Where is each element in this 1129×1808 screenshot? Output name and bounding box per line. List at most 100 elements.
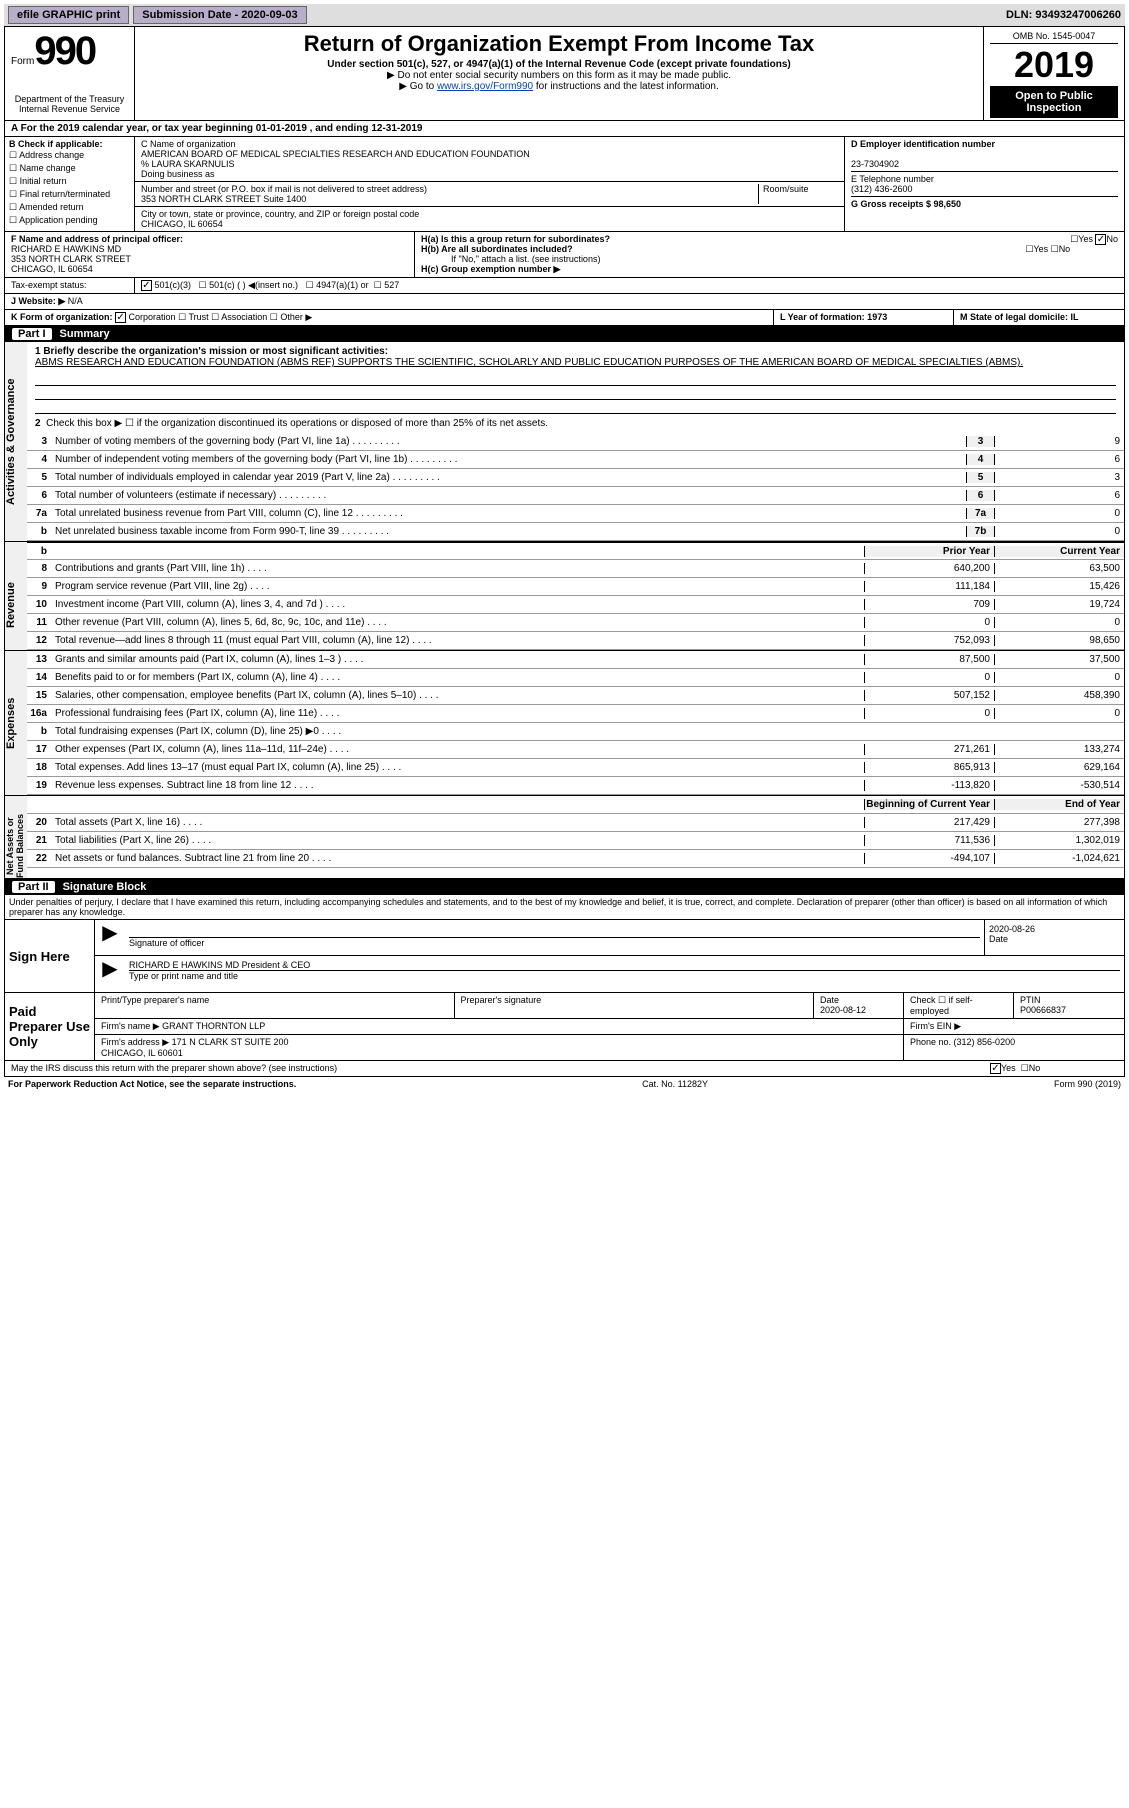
taxexempt-label: Tax-exempt status: <box>11 280 87 290</box>
mission-text: ABMS RESEARCH AND EDUCATION FOUNDATION (… <box>35 357 1023 368</box>
pt-sig-label: Preparer's signature <box>461 995 542 1005</box>
efile-print-button[interactable]: efile GRAPHIC print <box>8 6 129 24</box>
box-f-label: F Name and address of principal officer: <box>11 234 183 244</box>
ha-label: H(a) Is this a group return for subordin… <box>421 234 610 244</box>
room-label: Room/suite <box>763 184 809 194</box>
line-4: 4Number of independent voting members of… <box>27 451 1124 469</box>
line-22: 22Net assets or fund balances. Subtract … <box>27 850 1124 868</box>
pt-self-employed[interactable]: Check ☐ if self-employed <box>904 993 1014 1018</box>
line-21: 21Total liabilities (Part X, line 26) . … <box>27 832 1124 850</box>
line-18: 18Total expenses. Add lines 13–17 (must … <box>27 759 1124 777</box>
perjury-declaration: Under penalties of perjury, I declare th… <box>4 895 1125 920</box>
form-word: Form <box>11 56 34 67</box>
discuss-question: May the IRS discuss this return with the… <box>5 1061 984 1076</box>
discuss-yes[interactable] <box>990 1063 1001 1074</box>
chk-initial-return[interactable]: ☐ Initial return <box>9 175 130 188</box>
bcy-header: Beginning of Current Year <box>864 799 994 810</box>
form-id: Form 990 (2019) <box>1054 1079 1121 1089</box>
chk-pending[interactable]: ☐ Application pending <box>9 214 130 227</box>
line-10: 10Investment income (Part VIII, column (… <box>27 596 1124 614</box>
line-7a: 7aTotal unrelated business revenue from … <box>27 505 1124 523</box>
topbar: efile GRAPHIC print Submission Date - 20… <box>4 4 1125 26</box>
website-label: J Website: ▶ <box>11 296 65 306</box>
box-b-label: B Check if applicable: <box>9 139 103 149</box>
part1-header: Part ISummary <box>4 326 1125 342</box>
box-m: M State of legal domicile: IL <box>954 310 1124 325</box>
pt-name-label: Print/Type preparer's name <box>101 995 209 1005</box>
city-state-zip: CHICAGO, IL 60654 <box>141 219 223 229</box>
box-d-label: D Employer identification number <box>851 139 995 149</box>
line-12: 12Total revenue—add lines 8 through 11 (… <box>27 632 1124 650</box>
chk-corp[interactable] <box>115 312 126 323</box>
goto-post: for instructions and the latest informat… <box>533 81 719 92</box>
q1-label: 1 Briefly describe the organization's mi… <box>35 346 388 357</box>
sig-date: 2020-08-26 <box>989 924 1035 934</box>
submission-date-label: Submission Date - 2020-09-03 <box>133 6 306 24</box>
officer-printed-name: RICHARD E HAWKINS MD President & CEO <box>129 960 1120 971</box>
subtitle-1: Under section 501(c), 527, or 4947(a)(1)… <box>141 59 977 70</box>
form-number: 990 <box>34 29 95 74</box>
firm-ein-label: Firm's EIN ▶ <box>904 1019 1124 1034</box>
line-17: 17Other expenses (Part IX, column (A), l… <box>27 741 1124 759</box>
line-14: 14Benefits paid to or for members (Part … <box>27 669 1124 687</box>
instructions-link[interactable]: www.irs.gov/Form990 <box>437 81 533 92</box>
sig-officer-label: Signature of officer <box>129 938 204 948</box>
firm-phone: Phone no. (312) 856-0200 <box>904 1035 1124 1060</box>
part2-header: Part IISignature Block <box>4 879 1125 895</box>
open-inspection: Open to Public Inspection <box>990 86 1118 118</box>
sidebar-revenue: Revenue <box>5 560 27 650</box>
form-990-page: efile GRAPHIC print Submission Date - 20… <box>0 0 1129 1095</box>
dba-label: Doing business as <box>141 169 215 179</box>
line-13: 13Grants and similar amounts paid (Part … <box>27 651 1124 669</box>
date-label: Date <box>989 934 1008 944</box>
chk-final-return[interactable]: ☐ Final return/terminated <box>9 188 130 201</box>
sidebar-expenses: Expenses <box>5 651 27 795</box>
line-11: 11Other revenue (Part VIII, column (A), … <box>27 614 1124 632</box>
org-name: AMERICAN BOARD OF MEDICAL SPECIALTIES RE… <box>141 149 530 159</box>
type-name-label: Type or print name and title <box>129 971 238 981</box>
line-8: 8Contributions and grants (Part VIII, li… <box>27 560 1124 578</box>
chk-amended[interactable]: ☐ Amended return <box>9 201 130 214</box>
line-5: 5Total number of individuals employed in… <box>27 469 1124 487</box>
chk-501c3[interactable] <box>141 280 152 291</box>
subtitle-2: ▶ Do not enter social security numbers o… <box>141 70 977 81</box>
officer-addr2: CHICAGO, IL 60654 <box>11 264 93 274</box>
sidebar-netassets: Net Assets or Fund Balances <box>5 814 27 878</box>
line-20: 20Total assets (Part X, line 16) . . . .… <box>27 814 1124 832</box>
line-15: 15Salaries, other compensation, employee… <box>27 687 1124 705</box>
officer-name: RICHARD E HAWKINS MD <box>11 244 121 254</box>
hb-label: H(b) Are all subordinates included? <box>421 244 573 254</box>
chk-address-change[interactable]: ☐ Address change <box>9 149 130 162</box>
sign-here-label: Sign Here <box>5 920 95 992</box>
dln-label: DLN: 93493247006260 <box>1006 9 1121 21</box>
current-year-header: Current Year <box>994 546 1124 557</box>
box-g-label: G Gross receipts $ 98,650 <box>851 199 961 209</box>
ha-no-checkbox[interactable] <box>1095 234 1106 245</box>
line-16a: 16aProfessional fundraising fees (Part I… <box>27 705 1124 723</box>
box-l: L Year of formation: 1973 <box>774 310 954 325</box>
officer-addr1: 353 NORTH CLARK STREET <box>11 254 131 264</box>
line-b: bNet unrelated business taxable income f… <box>27 523 1124 541</box>
pra-notice: For Paperwork Reduction Act Notice, see … <box>8 1079 296 1089</box>
goto-pre: ▶ Go to <box>399 81 437 92</box>
website-value: N/A <box>68 296 83 306</box>
paid-preparer-label: Paid Preparer Use Only <box>5 993 95 1060</box>
city-label: City or town, state or province, country… <box>141 209 419 219</box>
line-19: 19Revenue less expenses. Subtract line 1… <box>27 777 1124 795</box>
line-9: 9Program service revenue (Part VIII, lin… <box>27 578 1124 596</box>
chk-name-change[interactable]: ☐ Name change <box>9 162 130 175</box>
care-of: % LAURA SKARNULIS <box>141 159 235 169</box>
eoy-header: End of Year <box>994 799 1124 810</box>
street-address: 353 NORTH CLARK STREET Suite 1400 <box>141 194 306 204</box>
firm-name: GRANT THORNTON LLP <box>162 1021 265 1031</box>
box-e-label: E Telephone number <box>851 174 934 184</box>
hc-label: H(c) Group exemption number ▶ <box>421 264 1118 275</box>
pt-date: 2020-08-12 <box>820 1005 866 1015</box>
box-c-name-label: C Name of organization <box>141 139 236 149</box>
q2-text: Check this box ▶ ☐ if the organization d… <box>46 418 548 429</box>
identity-block: B Check if applicable: ☐ Address change … <box>4 137 1125 232</box>
form-title: Return of Organization Exempt From Incom… <box>141 31 977 57</box>
line-b: bTotal fundraising expenses (Part IX, co… <box>27 723 1124 741</box>
tax-year: 2019 <box>990 44 1118 86</box>
ein: 23-7304902 <box>851 159 899 169</box>
